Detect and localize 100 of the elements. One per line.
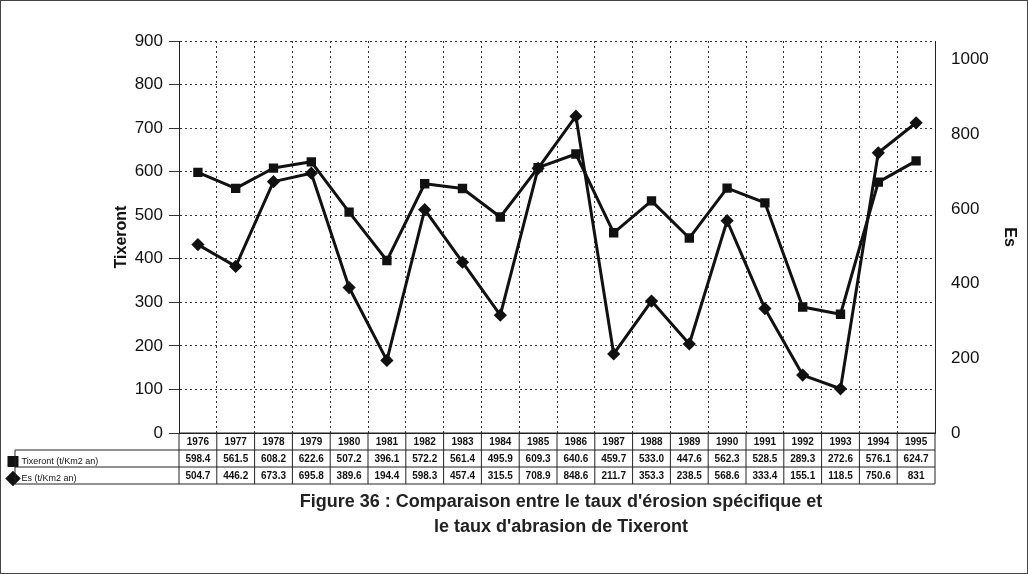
point — [193, 167, 203, 178]
x-tick-label: 1991 — [753, 436, 777, 448]
point — [609, 228, 619, 238]
data-label: 289.3 — [790, 453, 816, 465]
text: Figure 36 : Comparaison entre le taux d'érosion spécifique et le taux d'abrasion de Tixeront — [298, 490, 824, 538]
data-label: 572.2 — [412, 453, 438, 465]
data-label: 640.6 — [563, 453, 589, 465]
data-label: 568.6 — [714, 470, 741, 482]
point — [835, 309, 846, 319]
y-tick-label: 300 — [134, 292, 163, 312]
y-tick-label: 900 — [134, 30, 163, 50]
x-tick-label: 1977 — [224, 436, 248, 448]
x-tick-label: 1994 — [867, 436, 890, 448]
data-label: 750.6 — [865, 470, 892, 482]
y-tick-label: 0 — [153, 422, 163, 442]
point — [343, 281, 356, 294]
data-label: 446.2 — [223, 470, 249, 482]
point — [380, 354, 393, 367]
x-tick-label: 1993 — [829, 436, 853, 448]
x-tick-label: 1984 — [489, 436, 512, 448]
point — [722, 183, 732, 193]
y-tick-label: 500 — [134, 204, 163, 224]
y-tick-label: 600 — [134, 161, 163, 181]
point — [495, 212, 505, 222]
data-label: 708.9 — [525, 470, 552, 482]
y-tick-label: 200 — [134, 335, 163, 355]
y2-tick-label: 600 — [951, 198, 980, 218]
y-tick-label: 700 — [134, 117, 163, 137]
data-label: 528.5 — [752, 453, 778, 465]
point — [798, 302, 808, 312]
legend-label: Tixeront (t/Km2 an) — [21, 455, 99, 466]
y-tick-label: 400 — [134, 248, 163, 268]
y2-tick-label: 400 — [951, 273, 980, 293]
y2-tick-label: 800 — [951, 124, 980, 144]
point — [911, 156, 921, 166]
point — [873, 177, 883, 187]
point — [344, 207, 354, 217]
data-label: 447.6 — [676, 453, 703, 465]
point — [494, 309, 507, 322]
y2-axis-title: Es — [1001, 227, 1019, 247]
data-label: 333.4 — [752, 470, 778, 482]
data-label: 562.3 — [714, 453, 741, 465]
data-label: 194.4 — [374, 470, 400, 482]
legend-label: Es (t/Km2 an) — [21, 472, 77, 483]
point — [607, 347, 620, 360]
point — [760, 198, 770, 208]
point — [721, 214, 734, 227]
point — [796, 369, 809, 382]
data-label: 673.3 — [260, 470, 287, 482]
data-label: 504.7 — [185, 470, 211, 482]
point — [834, 382, 847, 395]
point — [382, 255, 392, 266]
data-label: 118.5 — [828, 470, 854, 482]
data-label: 495.9 — [487, 453, 514, 465]
x-tick-label: 1980 — [337, 436, 361, 448]
y-tick-label: 100 — [134, 379, 163, 399]
x-tick-label: 1995 — [904, 436, 928, 448]
y2-tick-label: 200 — [951, 348, 980, 368]
point — [872, 146, 885, 159]
point — [646, 196, 657, 206]
data-label: 609.3 — [525, 453, 552, 465]
point — [569, 110, 582, 123]
data-label: 353.3 — [638, 470, 665, 482]
point — [456, 256, 469, 269]
x-tick-label: 1987 — [602, 436, 626, 448]
point — [267, 175, 280, 188]
x-tick-label: 1976 — [186, 436, 210, 448]
y2-tick-label: 0 — [951, 422, 961, 442]
data-label: 459.7 — [601, 453, 627, 465]
x-tick-label: 1990 — [715, 436, 739, 448]
point — [571, 149, 581, 159]
point — [420, 179, 430, 189]
point — [305, 167, 318, 180]
point — [306, 157, 316, 167]
data-label: 238.5 — [676, 470, 703, 482]
point — [758, 302, 771, 315]
data-label: 576.1 — [865, 453, 892, 465]
x-tick-label: 1981 — [375, 436, 399, 448]
data-label: 848.6 — [563, 470, 589, 482]
data-label: 561.4 — [449, 453, 476, 465]
data-label: 457.4 — [449, 470, 476, 482]
point — [683, 337, 696, 350]
data-label: 533.0 — [638, 453, 665, 465]
data-label: 831 — [907, 470, 925, 482]
x-tick-label: 1985 — [526, 436, 550, 448]
x-tick-label: 1988 — [640, 436, 664, 448]
point — [191, 238, 204, 251]
y2-tick-label: 1000 — [951, 49, 989, 69]
data-label: 315.5 — [487, 470, 514, 482]
point — [910, 116, 923, 129]
data-label: 389.6 — [336, 470, 363, 482]
data-label: 272.6 — [827, 453, 854, 465]
data-label: 598.3 — [412, 470, 438, 482]
x-tick-label: 1986 — [564, 436, 588, 448]
point — [231, 183, 241, 194]
x-tick-label: 1983 — [451, 436, 475, 448]
point — [229, 260, 242, 273]
data-label: 695.8 — [298, 470, 325, 482]
point — [645, 295, 658, 308]
data-label: 211.7 — [601, 470, 627, 482]
